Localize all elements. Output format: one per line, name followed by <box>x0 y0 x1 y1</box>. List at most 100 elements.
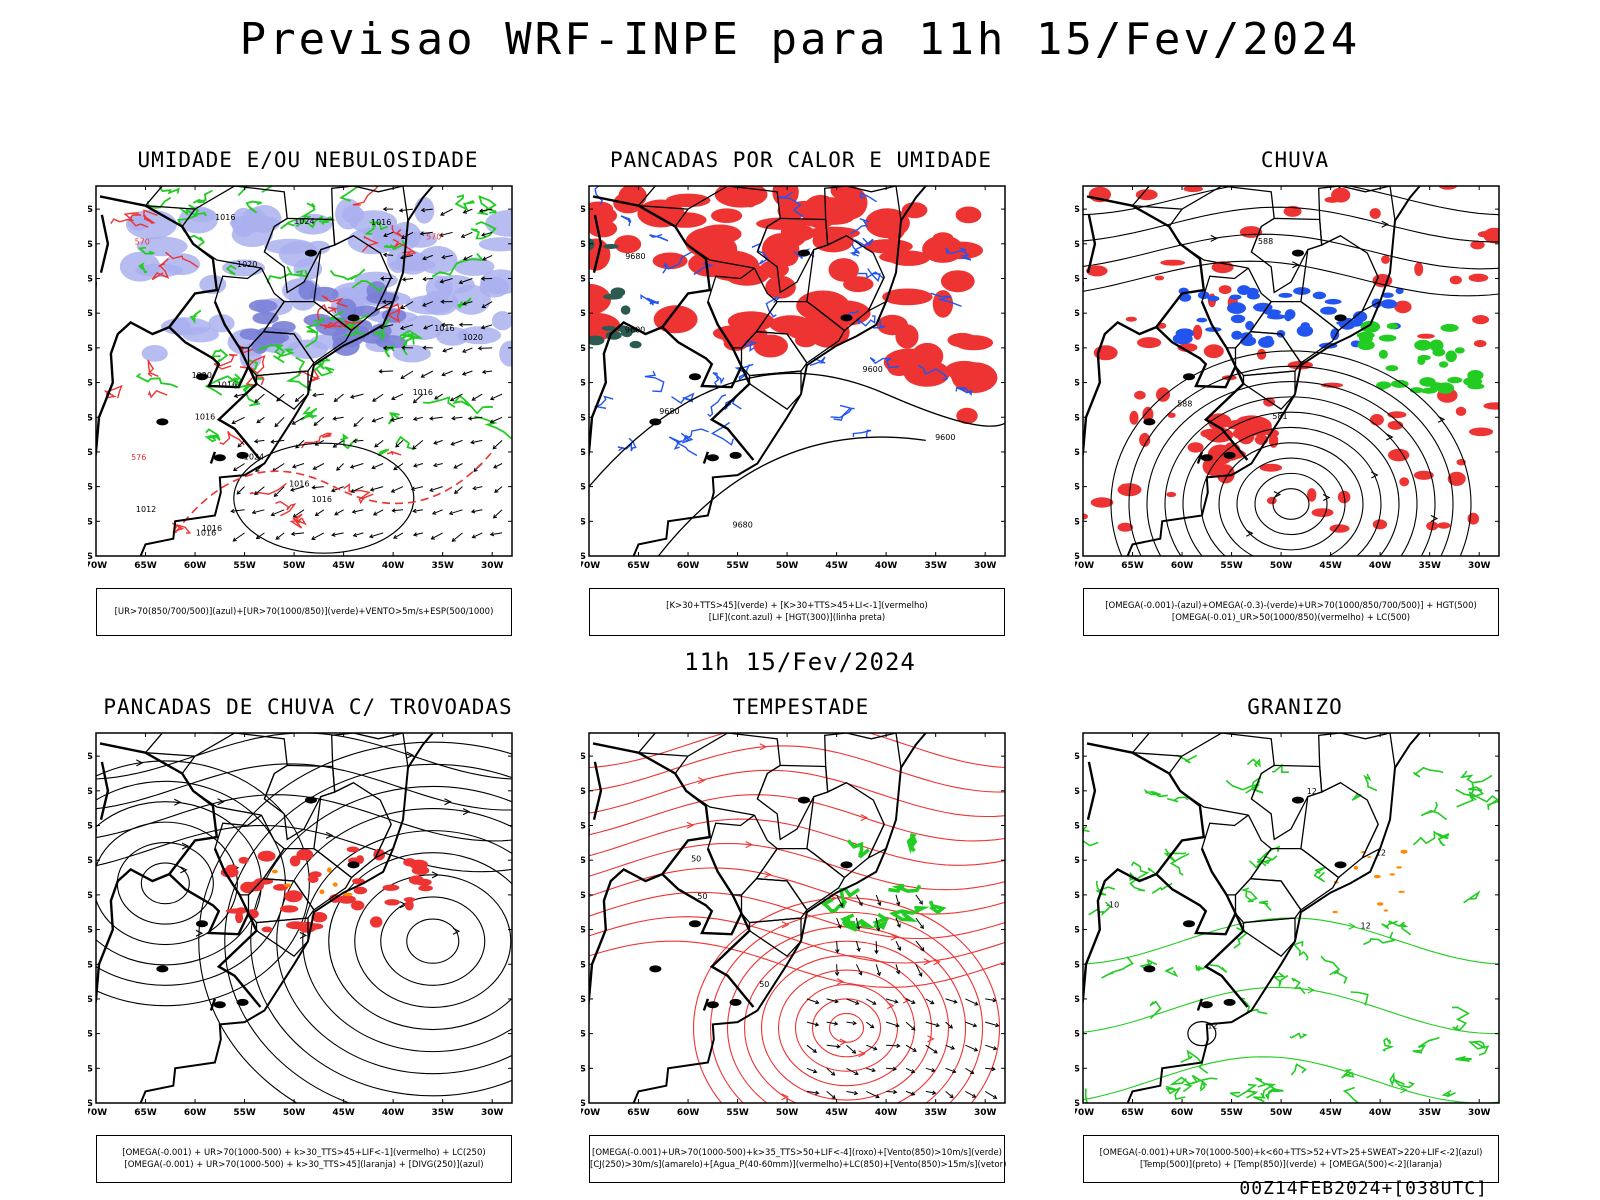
lat-tick-label: 12S <box>1075 752 1080 762</box>
contour-label: 1020 <box>463 333 483 342</box>
lon-tick-label: 60W <box>1171 561 1194 571</box>
lat-tick-label: 30S <box>1075 413 1080 423</box>
lon-tick-label: 40W <box>875 561 898 571</box>
lon-tick-label: 50W <box>283 561 306 571</box>
lon-tick-label: 40W <box>382 561 405 571</box>
lon-tick-label: 60W <box>677 561 700 571</box>
lon-tick-label: 30W <box>481 561 504 571</box>
lat-tick-label: 42S <box>88 1099 93 1109</box>
contour-label: 1020 <box>237 260 257 269</box>
lon-tick-label: 30W <box>1468 1108 1491 1118</box>
lat-tick-label: 30S <box>88 413 93 423</box>
contour-label: 50 <box>691 855 701 864</box>
state-borders <box>637 733 902 1009</box>
lon-tick-label: 60W <box>677 1108 700 1118</box>
panel-legend: [K>30+TTS>45](verde) + [K>30+TTS>45+LI<-… <box>589 588 1005 636</box>
lon-tick-label: 65W <box>627 561 650 571</box>
panel-title: GRANIZO <box>1247 695 1343 719</box>
state-borders <box>1131 733 1396 1009</box>
lat-tick-label: 15S <box>1075 240 1080 250</box>
lat-tick-label: 21S <box>581 309 586 319</box>
lat-tick-label: 39S <box>1075 1064 1080 1074</box>
state-borders <box>144 733 409 1009</box>
contour-label: 1016 <box>196 529 216 538</box>
lat-tick-label: 33S <box>1075 995 1080 1005</box>
lat-tick-label: 15S <box>1075 787 1080 797</box>
lon-tick-label: 70W <box>88 561 107 571</box>
lat-tick-label: 12S <box>88 752 93 762</box>
map-frame <box>95 732 513 1104</box>
lat-tick-label: 12S <box>1075 205 1080 215</box>
contour-label: 50 <box>697 892 707 901</box>
panel-legend: [UR>70(850/700/500)](azul)+[UR>70(1000/8… <box>96 588 512 636</box>
lat-tick-label: 33S <box>581 448 586 458</box>
legend-line: [OMEGA(-0.001)+UR>70(1000-500)+k<60+TTS>… <box>1099 1148 1483 1158</box>
lat-tick-label: 15S <box>581 787 586 797</box>
lon-tick-label: 30W <box>481 1108 504 1118</box>
main-title: Previsao WRF-INPE para 11h 15/Fev/2024 <box>239 14 1361 65</box>
country-borders <box>96 733 443 1103</box>
contour-label: 1024 <box>294 217 314 226</box>
lat-tick-label: 24S <box>88 344 93 354</box>
lon-tick-label: 35W <box>1418 1108 1441 1118</box>
lat-tick-label: 24S <box>581 891 586 901</box>
lon-tick-label: 60W <box>1171 1108 1194 1118</box>
mid-title: 11h 15/Fev/2024 <box>684 648 916 676</box>
map-frame <box>588 185 1006 557</box>
contour-label: 570 <box>426 233 441 242</box>
lon-tick-label: 65W <box>1121 1108 1144 1118</box>
data-layer-storm <box>589 733 1005 1103</box>
lon-tick-label: 40W <box>875 1108 898 1118</box>
contour-label: 588 <box>1177 399 1192 408</box>
lat-tick-label: 39S <box>88 1064 93 1074</box>
lon-tick-label: 65W <box>627 1108 650 1118</box>
panel-umidade: UMIDADE E/OU NEBULOSIDADE 1016 1016 1016 102… <box>88 148 528 646</box>
lon-tick-label: 35W <box>431 1108 454 1118</box>
contour-label: 12 <box>1307 787 1317 796</box>
contour-label: 1016 <box>434 324 454 333</box>
lat-tick-label: 21S <box>88 856 93 866</box>
lon-tick-label: 30W <box>974 561 997 571</box>
lon-tick-label: 45W <box>332 561 355 571</box>
panel-title: UMIDADE E/OU NEBULOSIDADE <box>137 148 479 172</box>
panel-title: CHUVA <box>1260 148 1330 172</box>
lon-tick-label: 50W <box>776 561 799 571</box>
lat-tick-label: 42S <box>1075 552 1080 562</box>
panel-title: PANCADAS POR CALOR E UMIDADE <box>609 148 992 172</box>
lat-tick-label: 12S <box>581 205 586 215</box>
lon-tick-label: 55W <box>233 561 256 571</box>
state-borders <box>1131 186 1396 462</box>
contour-label: 1016 <box>312 495 332 504</box>
lat-tick-label: 42S <box>88 552 93 562</box>
lat-tick-label: 15S <box>88 787 93 797</box>
lon-tick-label: 40W <box>1369 561 1392 571</box>
lat-tick-label: 18S <box>1075 275 1080 285</box>
lon-tick-label: 50W <box>283 1108 306 1118</box>
contour-label: 588 <box>1258 237 1273 246</box>
lat-tick-label: 33S <box>88 448 93 458</box>
panel-legend: [OMEGA(-0.001) + UR>70(1000-500) + k>30_… <box>96 1135 512 1183</box>
state-borders <box>637 186 902 462</box>
lon-tick-label: 45W <box>825 561 848 571</box>
lon-tick-label: 45W <box>825 1108 848 1118</box>
lon-tick-label: 55W <box>726 1108 749 1118</box>
lat-tick-label: 18S <box>88 822 93 832</box>
lon-tick-label: 55W <box>1220 561 1243 571</box>
legend-line: [OMEGA(-0.001)-(azul)+OMEGA(-0.3)-(verde… <box>1105 601 1477 611</box>
lat-tick-label: 18S <box>581 275 586 285</box>
lat-tick-label: 39S <box>581 1064 586 1074</box>
contour-label: 1016 <box>215 213 235 222</box>
contour-label: 1016 <box>217 381 237 390</box>
lat-tick-label: 42S <box>581 552 586 562</box>
forecast-map: 9680 9680 9680 9600 9600 9600 12S 15S 18S 21S 24S 2… <box>581 185 1006 571</box>
lon-tick-label: 60W <box>184 561 207 571</box>
contour-label: -10 <box>1106 900 1119 909</box>
lon-tick-label: 70W <box>1075 1108 1094 1118</box>
contour-label: 9600 <box>863 365 883 374</box>
data-layer-heat <box>589 186 1005 556</box>
lon-tick-label: 45W <box>1319 561 1342 571</box>
panel-legend: [OMEGA(-0.001)+UR>70(1000-500)+k>35_TTS>… <box>589 1135 1006 1183</box>
forecast-map: 50 50 50 12S 15S 18S 21S 24S 27S 30S 33S 36S 39S 42S7… <box>581 732 1006 1118</box>
legend-line: [UR>70(850/700/500)](azul)+[UR>70(1000/8… <box>114 607 494 617</box>
lon-tick-label: 35W <box>924 561 947 571</box>
